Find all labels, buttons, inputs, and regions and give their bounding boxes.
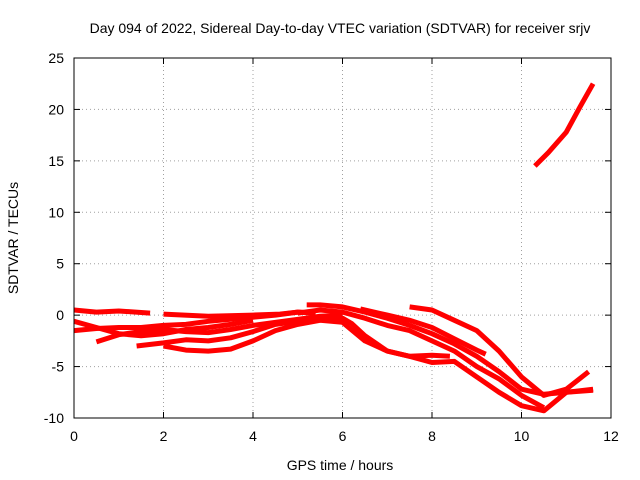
series-layer bbox=[73, 82, 596, 414]
x-tick-label: 8 bbox=[428, 428, 436, 444]
y-tick-label: -10 bbox=[44, 410, 64, 426]
series-line-track-3 bbox=[73, 309, 316, 334]
x-tick-label: 2 bbox=[160, 428, 168, 444]
series-line-track-9 bbox=[297, 307, 546, 410]
series-line-track-11 bbox=[409, 304, 591, 398]
y-tick-label: 0 bbox=[56, 307, 64, 323]
y-axis-label: SDTVAR / TECUs bbox=[5, 182, 21, 294]
x-tick-label: 12 bbox=[603, 428, 619, 444]
y-tick-label: 15 bbox=[48, 153, 64, 169]
chart-title: Day 094 of 2022, Sidereal Day-to-day VTE… bbox=[90, 20, 591, 36]
x-axis-label: GPS time / hours bbox=[287, 457, 394, 473]
x-tick-label: 0 bbox=[70, 428, 78, 444]
y-tick-label: 5 bbox=[56, 256, 64, 272]
series-line-track-4 bbox=[73, 317, 254, 339]
y-tick-label: 10 bbox=[48, 204, 64, 220]
series-line-track-12 bbox=[533, 82, 596, 168]
x-tick-label: 4 bbox=[249, 428, 257, 444]
grid-layer bbox=[74, 58, 611, 418]
series-line-track-1 bbox=[73, 307, 151, 316]
tick-layer: 0 2 4 6 8 10 12 -10 -5 0 5 10 15 20 25 bbox=[44, 50, 619, 444]
y-tick-label: 25 bbox=[48, 50, 64, 66]
y-tick-label: -5 bbox=[52, 359, 65, 375]
x-tick-label: 6 bbox=[339, 428, 347, 444]
series-line-track-7 bbox=[163, 317, 594, 414]
series-line-track-10 bbox=[359, 306, 487, 357]
y-tick-label: 20 bbox=[48, 101, 64, 117]
x-tick-label: 10 bbox=[514, 428, 530, 444]
